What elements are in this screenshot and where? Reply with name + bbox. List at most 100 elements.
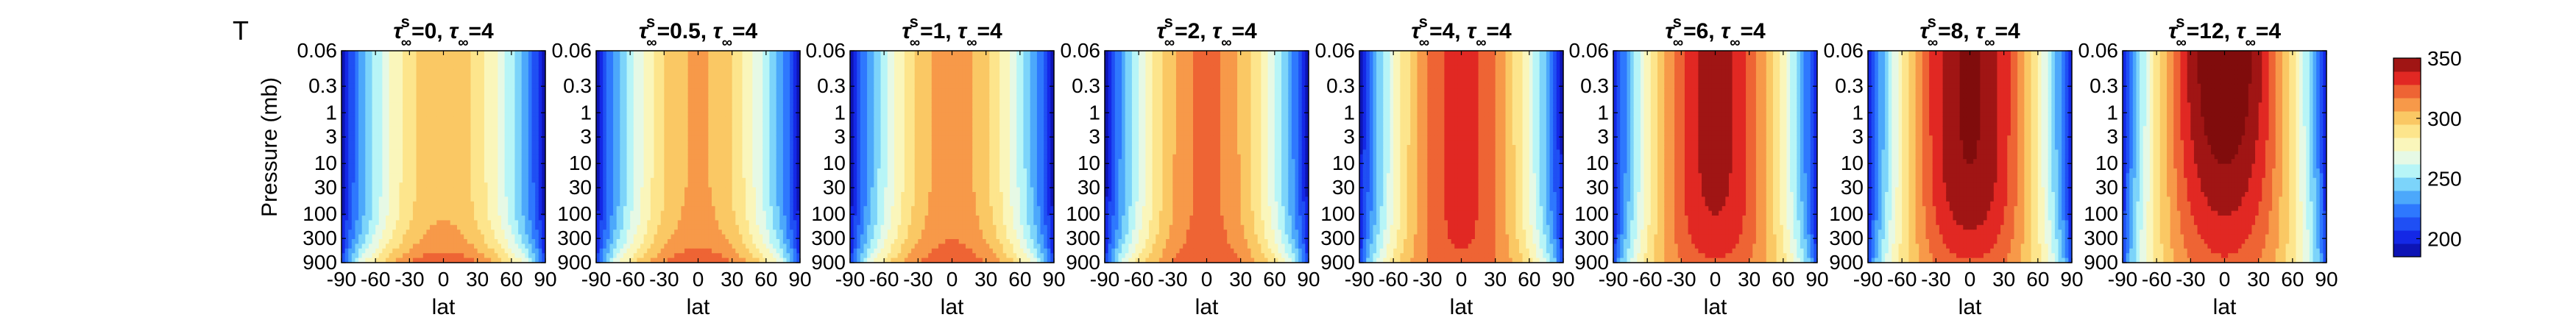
heatmap-cell [650,173,655,179]
heatmap-cell [348,93,353,99]
heatmap-cell [467,121,472,127]
heatmap-cell [715,168,719,174]
heatmap-cell [453,159,458,165]
heatmap-cell [342,253,346,259]
heatmap-cell [742,112,746,118]
heatmap-cell [378,182,383,188]
heatmap-cell [654,74,658,79]
heatmap-cell [375,257,380,263]
heatmap-cell [535,69,539,75]
heatmap-cell [725,220,729,226]
heatmap-cell [718,253,723,259]
x-tick-label: 0 [438,268,450,291]
heatmap-cell [759,107,763,113]
heatmap-cell [609,206,614,212]
heatmap-cell [660,201,665,207]
heatmap-cell [420,182,424,188]
heatmap-cell [752,88,757,94]
heatmap-cell [409,230,414,235]
heatmap-cell [711,173,716,179]
heatmap-cell [351,88,356,94]
heatmap-cell [464,216,468,221]
heatmap-cell [670,210,675,216]
heatmap-cell [637,102,641,108]
heatmap-cell [443,149,447,155]
heatmap-cell [467,239,472,244]
heatmap-cell [467,163,472,169]
heatmap-cell [698,159,702,165]
heatmap-cell [375,112,380,118]
heatmap-cell [538,154,542,160]
heatmap-cell [687,149,692,155]
heatmap-cell [477,65,481,71]
heatmap-cell [460,220,464,226]
heatmap-cell [738,192,743,197]
heatmap-cell [603,239,607,244]
heatmap-cell [477,220,481,226]
heatmap-cell [487,98,492,103]
heatmap-cell [439,69,445,75]
heatmap-cell [746,234,750,240]
heatmap-cell [681,163,685,169]
heatmap-cell [596,135,601,141]
heatmap-cell [742,130,746,136]
heatmap-cell [382,121,386,127]
heatmap-cell [603,220,607,226]
heatmap-cell [351,239,356,244]
heatmap-cell [620,163,624,169]
heatmap-cell [430,112,434,118]
heatmap-cell [752,116,757,122]
heatmap-cell [704,145,709,150]
heatmap-cell [620,145,624,150]
heatmap-cell [491,55,495,61]
heatmap-cell [657,69,662,75]
heatmap-cell [436,51,441,56]
heatmap-cell [525,102,529,108]
heatmap-cell [409,79,414,85]
heatmap-cell [474,210,478,216]
heatmap-cell [422,126,428,132]
heatmap-cell [626,224,631,230]
heatmap-cell [409,196,414,202]
heatmap-cell [657,51,662,56]
heatmap-cell [378,126,383,132]
heatmap-cell [447,130,451,136]
heatmap-cell [725,102,729,108]
heatmap-cell [351,224,356,230]
heatmap-cell [426,257,431,263]
heatmap-cell [504,244,509,249]
heatmap-cell [742,69,746,75]
heatmap-cell [491,116,495,122]
heatmap-cell [426,112,431,118]
heatmap-cell [654,182,658,188]
heatmap-cell [729,69,733,75]
heatmap-cell [409,116,414,122]
heatmap-cell [746,116,750,122]
heatmap-cell [470,65,475,71]
heatmap-cell [456,234,461,240]
heatmap-cell [704,173,709,179]
heatmap-cell [406,216,410,221]
heatmap-cell [701,210,706,216]
heatmap-cell [599,177,604,183]
heatmap-cell [643,102,648,108]
heatmap-cell [521,69,526,75]
heatmap-cell [436,112,441,118]
heatmap-cell [616,69,620,75]
heatmap-cell [412,210,417,216]
heatmap-cell [715,121,719,127]
heatmap-cell [450,60,454,65]
heatmap-cell [436,253,441,259]
heatmap-cell [637,83,641,89]
heatmap-cell [518,135,523,141]
heatmap-cell [735,102,740,108]
heatmap-cell [749,107,753,113]
heatmap-cell [684,98,689,103]
heatmap-cell [467,149,472,155]
heatmap-cell [484,65,489,71]
heatmap-cell [474,126,478,132]
heatmap-cell [687,248,692,254]
heatmap-cell [613,88,618,94]
heatmap-cell [477,192,481,197]
heatmap-cell [613,130,618,136]
